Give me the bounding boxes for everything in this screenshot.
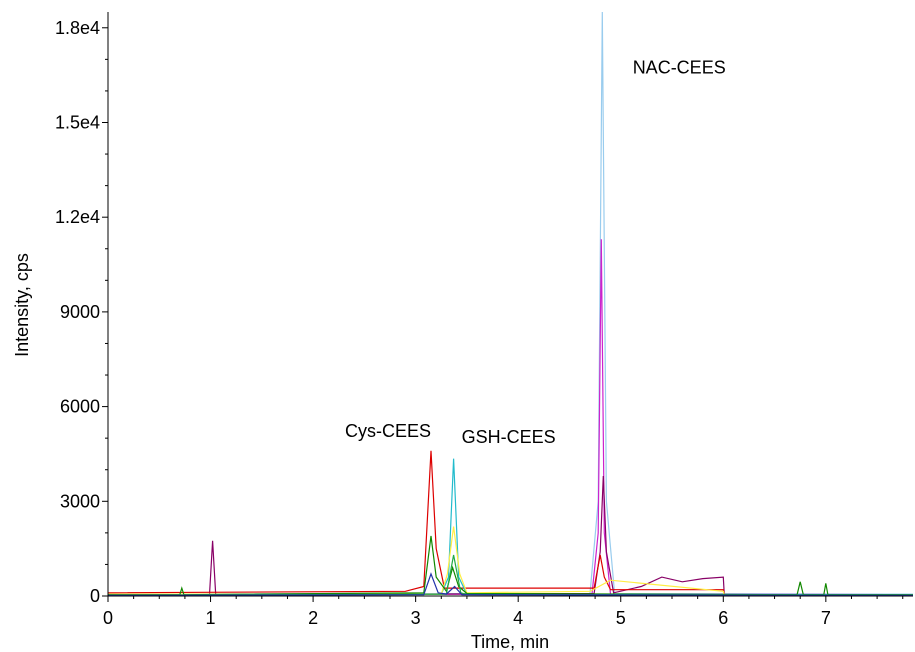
- series-line-4: [107, 458, 914, 596]
- x-tick-label: 0: [103, 608, 113, 628]
- x-tick-label: 1: [206, 608, 216, 628]
- series-line-0: [107, 11, 914, 595]
- x-tick-label: 6: [718, 608, 728, 628]
- x-tick-label: 4: [513, 608, 523, 628]
- ticks-layer: 0 1 2 3 4 5 6 7 0 3000 6000 9000 1.2e4 1.5e4 1.8e4: [55, 18, 904, 628]
- x-tick-label: 5: [616, 608, 626, 628]
- x-tick-label: 3: [411, 608, 421, 628]
- peak-annotation: Cys-CEES: [345, 421, 431, 441]
- x-axis-label: Time, min: [471, 632, 549, 652]
- x-tick-label: 2: [308, 608, 318, 628]
- y-tick-label: 1.2e4: [55, 207, 100, 227]
- series-line-2: [108, 475, 913, 596]
- peak-annotation: GSH-CEES: [462, 427, 556, 447]
- y-tick-label: 3000: [60, 491, 100, 511]
- series-line-3: [107, 450, 913, 596]
- series-line-1: [107, 239, 914, 596]
- series-line-5: [108, 526, 913, 596]
- peak-annotation: NAC-CEES: [633, 58, 726, 78]
- y-tick-label: 6000: [60, 397, 100, 417]
- axes-layer: [107, 12, 913, 597]
- series-line-6: [108, 535, 913, 596]
- series-layer: [107, 11, 914, 596]
- y-axis-label: Intensity, cps: [12, 253, 32, 357]
- x-tick-label: 7: [821, 608, 831, 628]
- annotations-layer: Cys-CEES GSH-CEES NAC-CEES: [345, 58, 726, 448]
- y-tick-label: 9000: [60, 302, 100, 322]
- series-line-7: [107, 554, 914, 596]
- y-tick-label: 0: [90, 586, 100, 606]
- series-line-8: [107, 572, 914, 596]
- y-tick-label: 1.5e4: [55, 112, 100, 132]
- y-tick-label: 1.8e4: [55, 18, 100, 38]
